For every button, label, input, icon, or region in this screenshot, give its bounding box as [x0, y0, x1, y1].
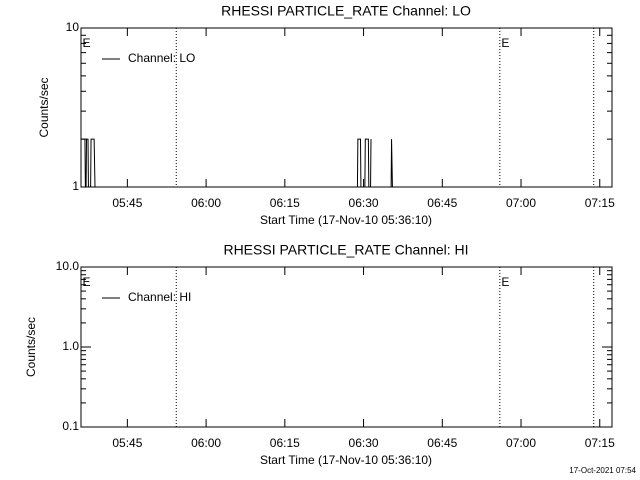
x-tick-label: 07:00 — [506, 436, 536, 450]
x-tick-label: 06:45 — [427, 196, 457, 210]
x-tick-label: 07:00 — [506, 196, 536, 210]
y-axis-label: Counts/sec — [24, 317, 38, 377]
x-axis-label: Start Time (17-Nov-10 05:36:10) — [260, 453, 432, 467]
x-tick-label: 06:00 — [191, 196, 221, 210]
chart-title: RHESSI PARTICLE_RATE Channel: LO — [221, 3, 471, 19]
x-tick-label: 05:45 — [112, 196, 142, 210]
data-line — [356, 138, 372, 188]
timestamp: 17-Oct-2021 07:54 — [569, 466, 636, 475]
y-tick-label: 1 — [72, 179, 79, 193]
x-tick-label: 06:45 — [427, 436, 457, 450]
annotation: E — [501, 36, 509, 50]
annotation: E — [501, 275, 509, 289]
x-tick-label: 06:00 — [191, 436, 221, 450]
x-tick-label: 06:15 — [270, 196, 300, 210]
y-axis-label: Counts/sec — [37, 77, 51, 137]
x-tick-label: 06:30 — [349, 436, 379, 450]
x-tick-label: 07:15 — [585, 436, 615, 450]
x-tick-label: 07:15 — [585, 196, 615, 210]
x-tick-label: 05:45 — [112, 436, 142, 450]
y-tick-label: 1.0 — [62, 339, 79, 353]
plot-frame — [80, 27, 613, 188]
y-tick-label: 10 — [66, 20, 80, 34]
x-tick-label: 06:15 — [270, 436, 300, 450]
y-tick-label: 0.1 — [62, 419, 79, 433]
x-tick-label: 06:30 — [349, 196, 379, 210]
legend-label: Channel: HI — [128, 290, 191, 304]
data-line — [81, 138, 96, 188]
annotation: E — [82, 275, 90, 289]
data-line — [390, 139, 393, 188]
chart-title: RHESSI PARTICLE_RATE Channel: HI — [223, 242, 468, 258]
legend-label: Channel: LO — [128, 51, 195, 65]
y-tick-label: 10.0 — [56, 259, 80, 273]
annotation: E — [82, 36, 90, 50]
x-axis-label: Start Time (17-Nov-10 05:36:10) — [260, 213, 432, 227]
